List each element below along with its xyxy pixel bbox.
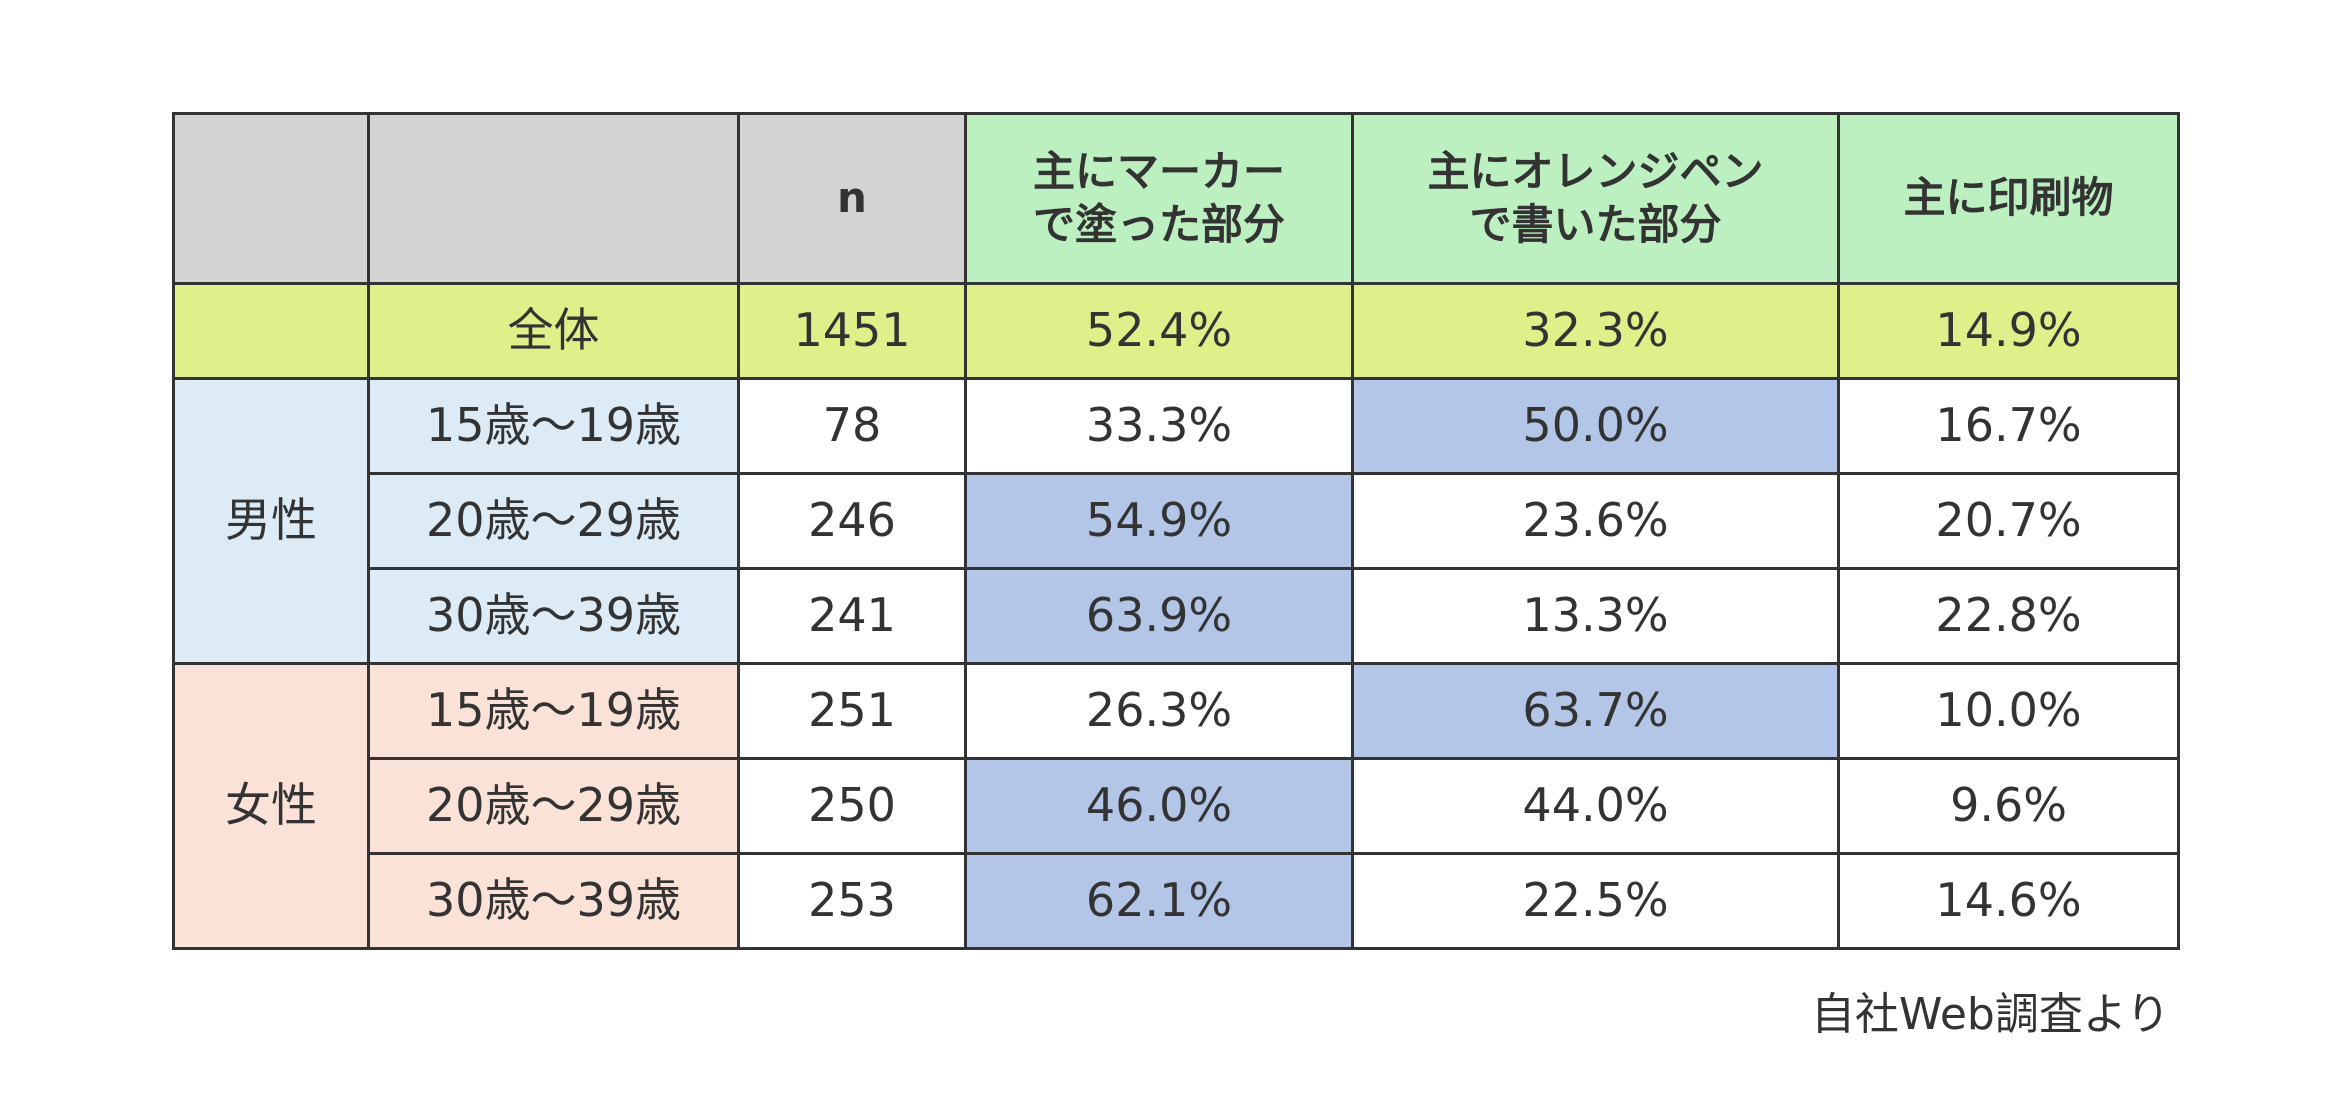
table-row: 女性 15歳〜19歳 251 26.3% 63.7% 10.0%: [172, 662, 2180, 950]
orange-pen-cell: 23.6%: [1351, 472, 1840, 570]
marker-cell: 62.1%: [964, 852, 1354, 950]
orange-pen-cell: 63.7%: [1351, 662, 1840, 760]
source-note: 自社Web調査より: [1810, 989, 2170, 1040]
header-n: n: [737, 112, 967, 285]
header-blank-group: [172, 112, 370, 285]
print-cell: 10.0%: [1837, 662, 2180, 760]
table-row: 男性 15歳〜19歳 78 33.3% 50.0% 16.7%: [172, 377, 2180, 665]
marker-cell: 63.9%: [964, 567, 1354, 665]
total-row: 全体 1451 52.4% 32.3% 14.9%: [172, 282, 2180, 380]
print-cell: 22.8%: [1837, 567, 2180, 665]
age-cell: 15歳〜19歳: [367, 377, 740, 475]
orange-pen-cell: 22.5%: [1351, 852, 1840, 950]
orange-pen-cell: 13.3%: [1351, 567, 1840, 665]
age-cell: 30歳〜39歳: [367, 567, 740, 665]
total-n: 1451: [737, 282, 967, 380]
group-label-female: 女性: [172, 662, 370, 950]
survey-table: n 主にマーカー で塗った部分 主にオレンジペン で書いた部分 主に印刷物 全体…: [172, 112, 2180, 950]
group-label-male: 男性: [172, 377, 370, 665]
marker-cell: 46.0%: [964, 757, 1354, 855]
total-marker: 52.4%: [964, 282, 1354, 380]
total-group-cell: [172, 282, 370, 380]
header-print: 主に印刷物: [1837, 112, 2180, 285]
print-cell: 20.7%: [1837, 472, 2180, 570]
print-cell: 14.6%: [1837, 852, 2180, 950]
total-label: 全体: [367, 282, 740, 380]
age-cell: 30歳〜39歳: [367, 852, 740, 950]
print-cell: 16.7%: [1837, 377, 2180, 475]
table-row: 20歳〜29歳 250 46.0% 44.0% 9.6%: [174, 757, 2180, 855]
total-orange-pen: 32.3%: [1351, 282, 1840, 380]
n-cell: 253: [737, 852, 967, 950]
table-row: 20歳〜29歳 246 54.9% 23.6% 20.7%: [174, 472, 2180, 570]
n-cell: 241: [737, 567, 967, 665]
n-cell: 246: [737, 472, 967, 570]
table-row: 30歳〜39歳 253 62.1% 22.5% 14.6%: [174, 852, 2180, 950]
marker-cell: 54.9%: [964, 472, 1354, 570]
header-marker: 主にマーカー で塗った部分: [964, 112, 1354, 285]
header-blank-age: [367, 112, 740, 285]
marker-cell: 33.3%: [964, 377, 1354, 475]
n-cell: 251: [737, 662, 967, 760]
n-cell: 250: [737, 757, 967, 855]
total-print: 14.9%: [1837, 282, 2180, 380]
header-orange-pen-line1: 主にオレンジペン: [1427, 147, 1764, 196]
n-cell: 78: [737, 377, 967, 475]
print-cell: 9.6%: [1837, 757, 2180, 855]
age-cell: 15歳〜19歳: [367, 662, 740, 760]
age-cell: 20歳〜29歳: [367, 472, 740, 570]
age-cell: 20歳〜29歳: [367, 757, 740, 855]
header-orange-pen-line2: で書いた部分: [1469, 199, 1722, 249]
header-marker-line2: で塗った部分: [1032, 199, 1285, 249]
orange-pen-cell: 50.0%: [1351, 377, 1840, 475]
header-orange-pen: 主にオレンジペン で書いた部分: [1351, 112, 1840, 285]
header-row: n 主にマーカー で塗った部分 主にオレンジペン で書いた部分 主に印刷物: [172, 112, 2180, 285]
table-row: 30歳〜39歳 241 63.9% 13.3% 22.8%: [174, 567, 2180, 665]
marker-cell: 26.3%: [964, 662, 1354, 760]
header-marker-line1: 主にマーカー: [1032, 147, 1285, 196]
orange-pen-cell: 44.0%: [1351, 757, 1840, 855]
